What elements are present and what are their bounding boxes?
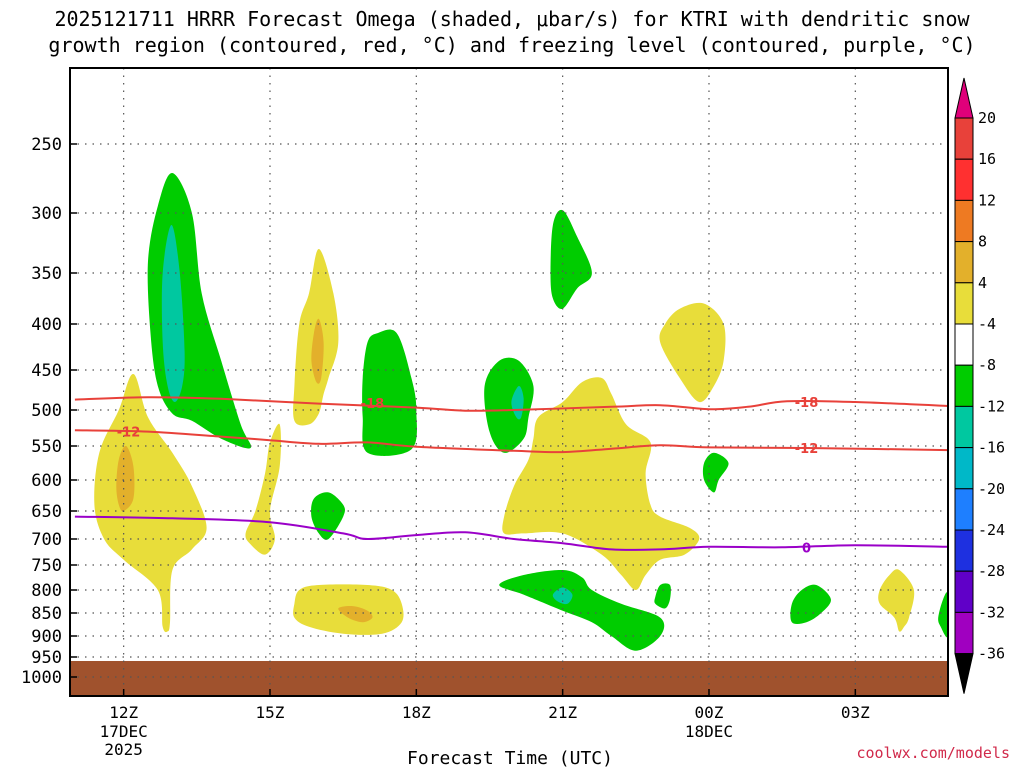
plot-frame [69, 67, 949, 697]
omega-shading [94, 172, 948, 651]
omega-pos-b-core [116, 445, 135, 512]
x-tick-label-18: 18Z [402, 703, 431, 722]
colorbar-swatch-8 [954, 447, 974, 490]
colorbar-label-1: 16 [978, 150, 996, 168]
contour-dgz-18 [74, 396, 948, 412]
contour-label-frz-0: 0 [802, 541, 811, 556]
omega-neg-l-core [552, 587, 573, 605]
y-tick-label-500: 500 [31, 401, 62, 421]
omega-pos-b [94, 373, 207, 633]
colorbar-bottom-arrow [954, 653, 974, 694]
y-tick-label-450: 450 [31, 361, 62, 381]
y-tick-label-350: 350 [31, 264, 62, 284]
colorbar-swatch-9 [954, 488, 974, 531]
omega-neg-q [938, 592, 948, 638]
colorbar-label-13: -36 [978, 645, 1005, 663]
colorbar-swatch-5 [954, 323, 974, 366]
omega-pos-d [245, 423, 281, 555]
contour-label-dgz-12: -12 [795, 442, 819, 457]
contour-label-dgz-18: -18 [361, 397, 385, 412]
omega-neg-i [550, 209, 592, 309]
omega-pos-p [878, 569, 915, 632]
colorbar-label-3: 8 [978, 233, 987, 251]
omega-pos-g-core [338, 605, 373, 623]
colorbar-swatch-11 [954, 570, 974, 613]
x-tick-label-12: 12Z [109, 703, 138, 722]
contour-label-dgz-12: -12 [117, 426, 141, 441]
omega-neg-a-core [161, 225, 185, 402]
omega-neg-n [654, 583, 671, 609]
colorbar-label-0: 20 [978, 109, 996, 127]
x-tick-label-21: 21Z [548, 703, 577, 722]
colorbar-legend: 20 16 12 8 4 -4 -8 -12 -16 -20 -24 -28 -32 -36 [954, 77, 1005, 694]
colorbar-swatch-6 [954, 364, 974, 407]
colorbar-label-10: -24 [978, 521, 1005, 539]
y-tick-label-550: 550 [31, 437, 62, 457]
y-tick-label-850: 850 [31, 604, 62, 624]
contour-frz-0 [74, 515, 948, 551]
colorbar-swatch-1 [954, 158, 974, 201]
colorbar-label-9: -20 [978, 480, 1005, 498]
y-tick-label-250: 250 [31, 135, 62, 155]
colorbar-label-8: -16 [978, 439, 1005, 457]
colorbar-label-4: 4 [978, 274, 987, 292]
y-tick-label-600: 600 [31, 471, 62, 491]
colorbar-swatch-7 [954, 405, 974, 449]
colorbar-swatch-4 [954, 282, 974, 325]
colorbar-swatch-2 [954, 199, 974, 243]
omega-pos-k [659, 302, 726, 403]
y-tick-label-650: 650 [31, 502, 62, 522]
y-tick-label-800: 800 [31, 581, 62, 601]
omega-pos-j [502, 377, 700, 590]
y-tick-label-900: 900 [31, 627, 62, 647]
contour-lines: -18 -18 -12 -12 0 [74, 396, 948, 556]
y-tick-label-300: 300 [31, 204, 62, 224]
x-tick-year-12: 2025 [104, 740, 143, 759]
x-tick-label-27: 03Z [841, 703, 870, 722]
x-tick-label-15: 15Z [256, 703, 285, 722]
colorbar-swatch-10 [954, 529, 974, 572]
colorbar-swatch-3 [954, 241, 974, 284]
y-tick-label-400: 400 [31, 315, 62, 335]
x-tick-date-12: 17DEC [100, 722, 148, 741]
colorbar-label-11: -28 [978, 562, 1005, 580]
x-tick-label-24: 00Z [695, 703, 724, 722]
omega-neg-m [702, 452, 729, 493]
x-axis-title: Forecast Time (UTC) [407, 748, 613, 768]
title-line-2: growth region (contoured, red, °C) and f… [48, 33, 976, 57]
contour-label-dgz-18: -18 [795, 396, 819, 411]
x-tick-date-24: 18DEC [685, 722, 733, 741]
omega-neg-h-core [511, 385, 524, 420]
omega-neg-e [362, 329, 417, 456]
y-axis: 250 300 350 400 450 500 550 600 650 700 750 800 850 9… [21, 135, 77, 688]
ground-surface [70, 661, 948, 696]
title-line-1: 2025121711 HRRR Forecast Omega (shaded, … [54, 7, 970, 31]
colorbar-label-12: -32 [978, 603, 1005, 621]
colorbar-label-6: -8 [978, 356, 996, 374]
y-tick-label-1000: 1000 [21, 668, 62, 688]
y-tick-label-750: 750 [31, 556, 62, 576]
contour-dgz-12 [74, 429, 948, 454]
colorbar-swatch-0 [954, 117, 974, 160]
y-tick-label-950: 950 [31, 648, 62, 668]
colorbar-label-7: -12 [978, 397, 1005, 415]
omega-neg-o [790, 584, 831, 624]
omega-neg-h [484, 357, 534, 453]
colorbar-top-arrow [954, 77, 974, 119]
y-tick-label-700: 700 [31, 530, 62, 550]
colorbar-label-5: -4 [978, 315, 996, 333]
chart-title: 2025121711 HRRR Forecast Omega (shaded, … [0, 6, 1024, 58]
omega-neg-f [311, 492, 345, 540]
colorbar-label-2: 12 [978, 191, 996, 209]
omega-pos-c-core [311, 318, 324, 384]
omega-neg-l [499, 569, 665, 651]
colorbar-swatch-12 [954, 611, 974, 655]
site-credit: coolwx.com/models [856, 744, 1010, 762]
